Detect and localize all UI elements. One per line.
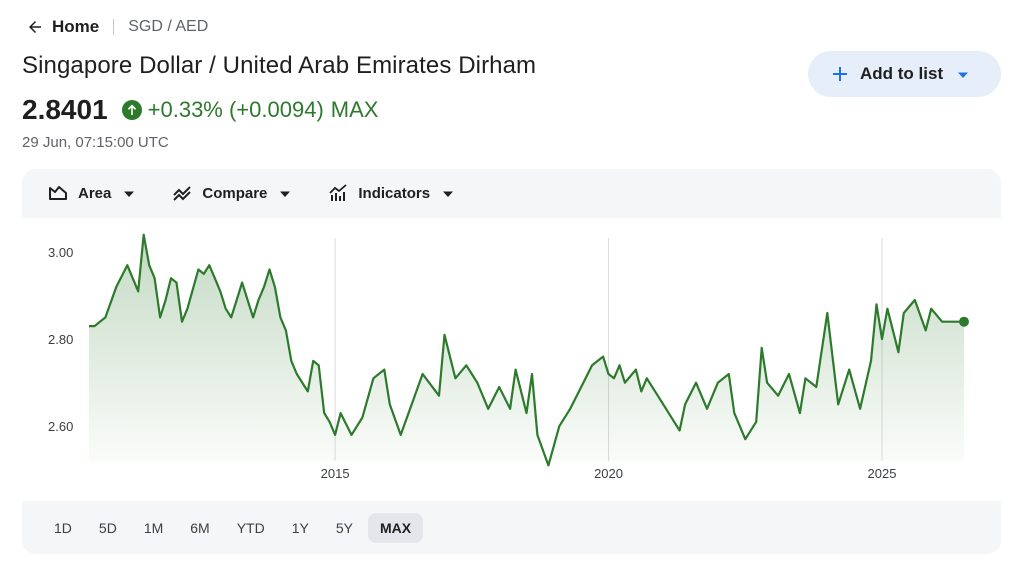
- compare-button[interactable]: Compare: [172, 177, 291, 209]
- caret-down-icon: [279, 187, 291, 199]
- time-range-selector: 1D 5D 1M 6M YTD 1Y 5Y MAX: [22, 502, 1001, 554]
- plus-icon: [832, 66, 848, 82]
- range-button-1d[interactable]: 1D: [54, 520, 72, 536]
- range-button-5d[interactable]: 5D: [98, 520, 117, 536]
- y-tick-label: 2.60: [48, 419, 73, 434]
- breadcrumb-home-link[interactable]: Home: [52, 17, 100, 36]
- change-period: MAX: [330, 97, 379, 122]
- x-tick-label: 2025: [868, 466, 897, 481]
- price-chart[interactable]: 2015 2020 2025 3.00 2.80 2.60: [22, 218, 1001, 501]
- add-to-list-label: Add to list: [860, 64, 944, 83]
- caret-down-icon: [442, 187, 454, 199]
- x-tick-label: 2015: [321, 466, 350, 481]
- range-button-6m[interactable]: 6M: [190, 520, 210, 536]
- chart-card: Area Compare Indicators: [22, 169, 1001, 554]
- page-title: Singapore Dollar / United Arab Emirates …: [22, 52, 537, 79]
- breadcrumb-symbol: SGD / AED: [128, 18, 209, 35]
- y-tick-label: 2.80: [48, 332, 73, 347]
- range-button-5y[interactable]: 5Y: [335, 520, 353, 536]
- range-button-max[interactable]: MAX: [367, 513, 424, 543]
- price-line: [89, 233, 964, 467]
- area-chart-type-button[interactable]: Area: [48, 177, 135, 209]
- x-tick-label: 2020: [594, 466, 623, 481]
- caret-down-icon: [957, 68, 969, 80]
- indicators-icon: [328, 183, 348, 203]
- arrow-up-circle-icon: [121, 100, 142, 120]
- indicators-button[interactable]: Indicators: [328, 177, 454, 209]
- quote-row: 2.8401 +0.33% (+0.0094) MAX: [22, 92, 378, 128]
- arrow-left-icon[interactable]: [24, 16, 46, 38]
- price-change: +0.33% (+0.0094): [147, 97, 324, 122]
- y-tick-label: 3.00: [48, 245, 73, 260]
- caret-down-icon: [123, 187, 135, 199]
- area-fill: [89, 234, 964, 466]
- area-label: Area: [78, 184, 112, 202]
- range-button-ytd[interactable]: YTD: [236, 520, 265, 536]
- compare-icon: [172, 183, 192, 203]
- price-value: 2.8401: [22, 94, 108, 125]
- breadcrumb: Home SGD / AED: [24, 14, 208, 40]
- compare-label: Compare: [202, 184, 268, 202]
- range-button-1y[interactable]: 1Y: [291, 520, 309, 536]
- chart-plot-area[interactable]: 2015 2020 2025 3.00 2.80 2.60: [22, 218, 1001, 501]
- breadcrumb-divider: [113, 19, 115, 35]
- range-button-1m[interactable]: 1M: [143, 520, 164, 536]
- indicators-label: Indicators: [358, 184, 431, 202]
- quote-timestamp: 29 Jun, 07:15:00 UTC: [22, 134, 169, 151]
- add-to-list-button[interactable]: Add to list: [808, 51, 1001, 97]
- area-chart-icon: [48, 183, 68, 203]
- chart-toolbar: Area Compare Indicators: [22, 169, 1001, 217]
- last-price-marker[interactable]: [959, 316, 969, 327]
